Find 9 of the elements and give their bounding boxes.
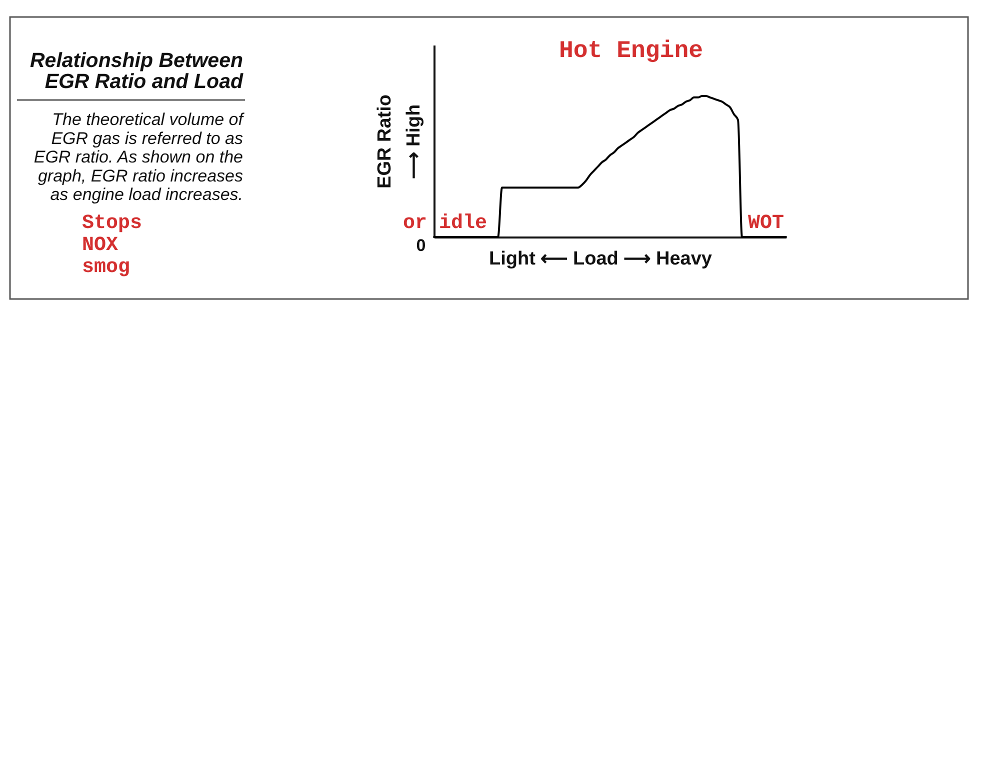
annotation: or idle — [403, 212, 488, 235]
text: The theoretical volume of EGR gas is referred to as EGR ratio. As shown on the graph, EGR ratio increases as engine load increases. — [34, 110, 246, 204]
text: Hot Engine — [558, 38, 704, 65]
text: 0 — [416, 236, 426, 255]
text: Relationship Between EGR Ratio and Load — [30, 49, 244, 93]
text: Stops NOX smog — [82, 212, 142, 279]
annotation: WOT — [748, 212, 784, 235]
x-axis-title: Light ⟵ Load ⟶ Heavy — [489, 248, 712, 270]
y-axis-title: EGR Ratio ⟶ High — [374, 94, 424, 188]
